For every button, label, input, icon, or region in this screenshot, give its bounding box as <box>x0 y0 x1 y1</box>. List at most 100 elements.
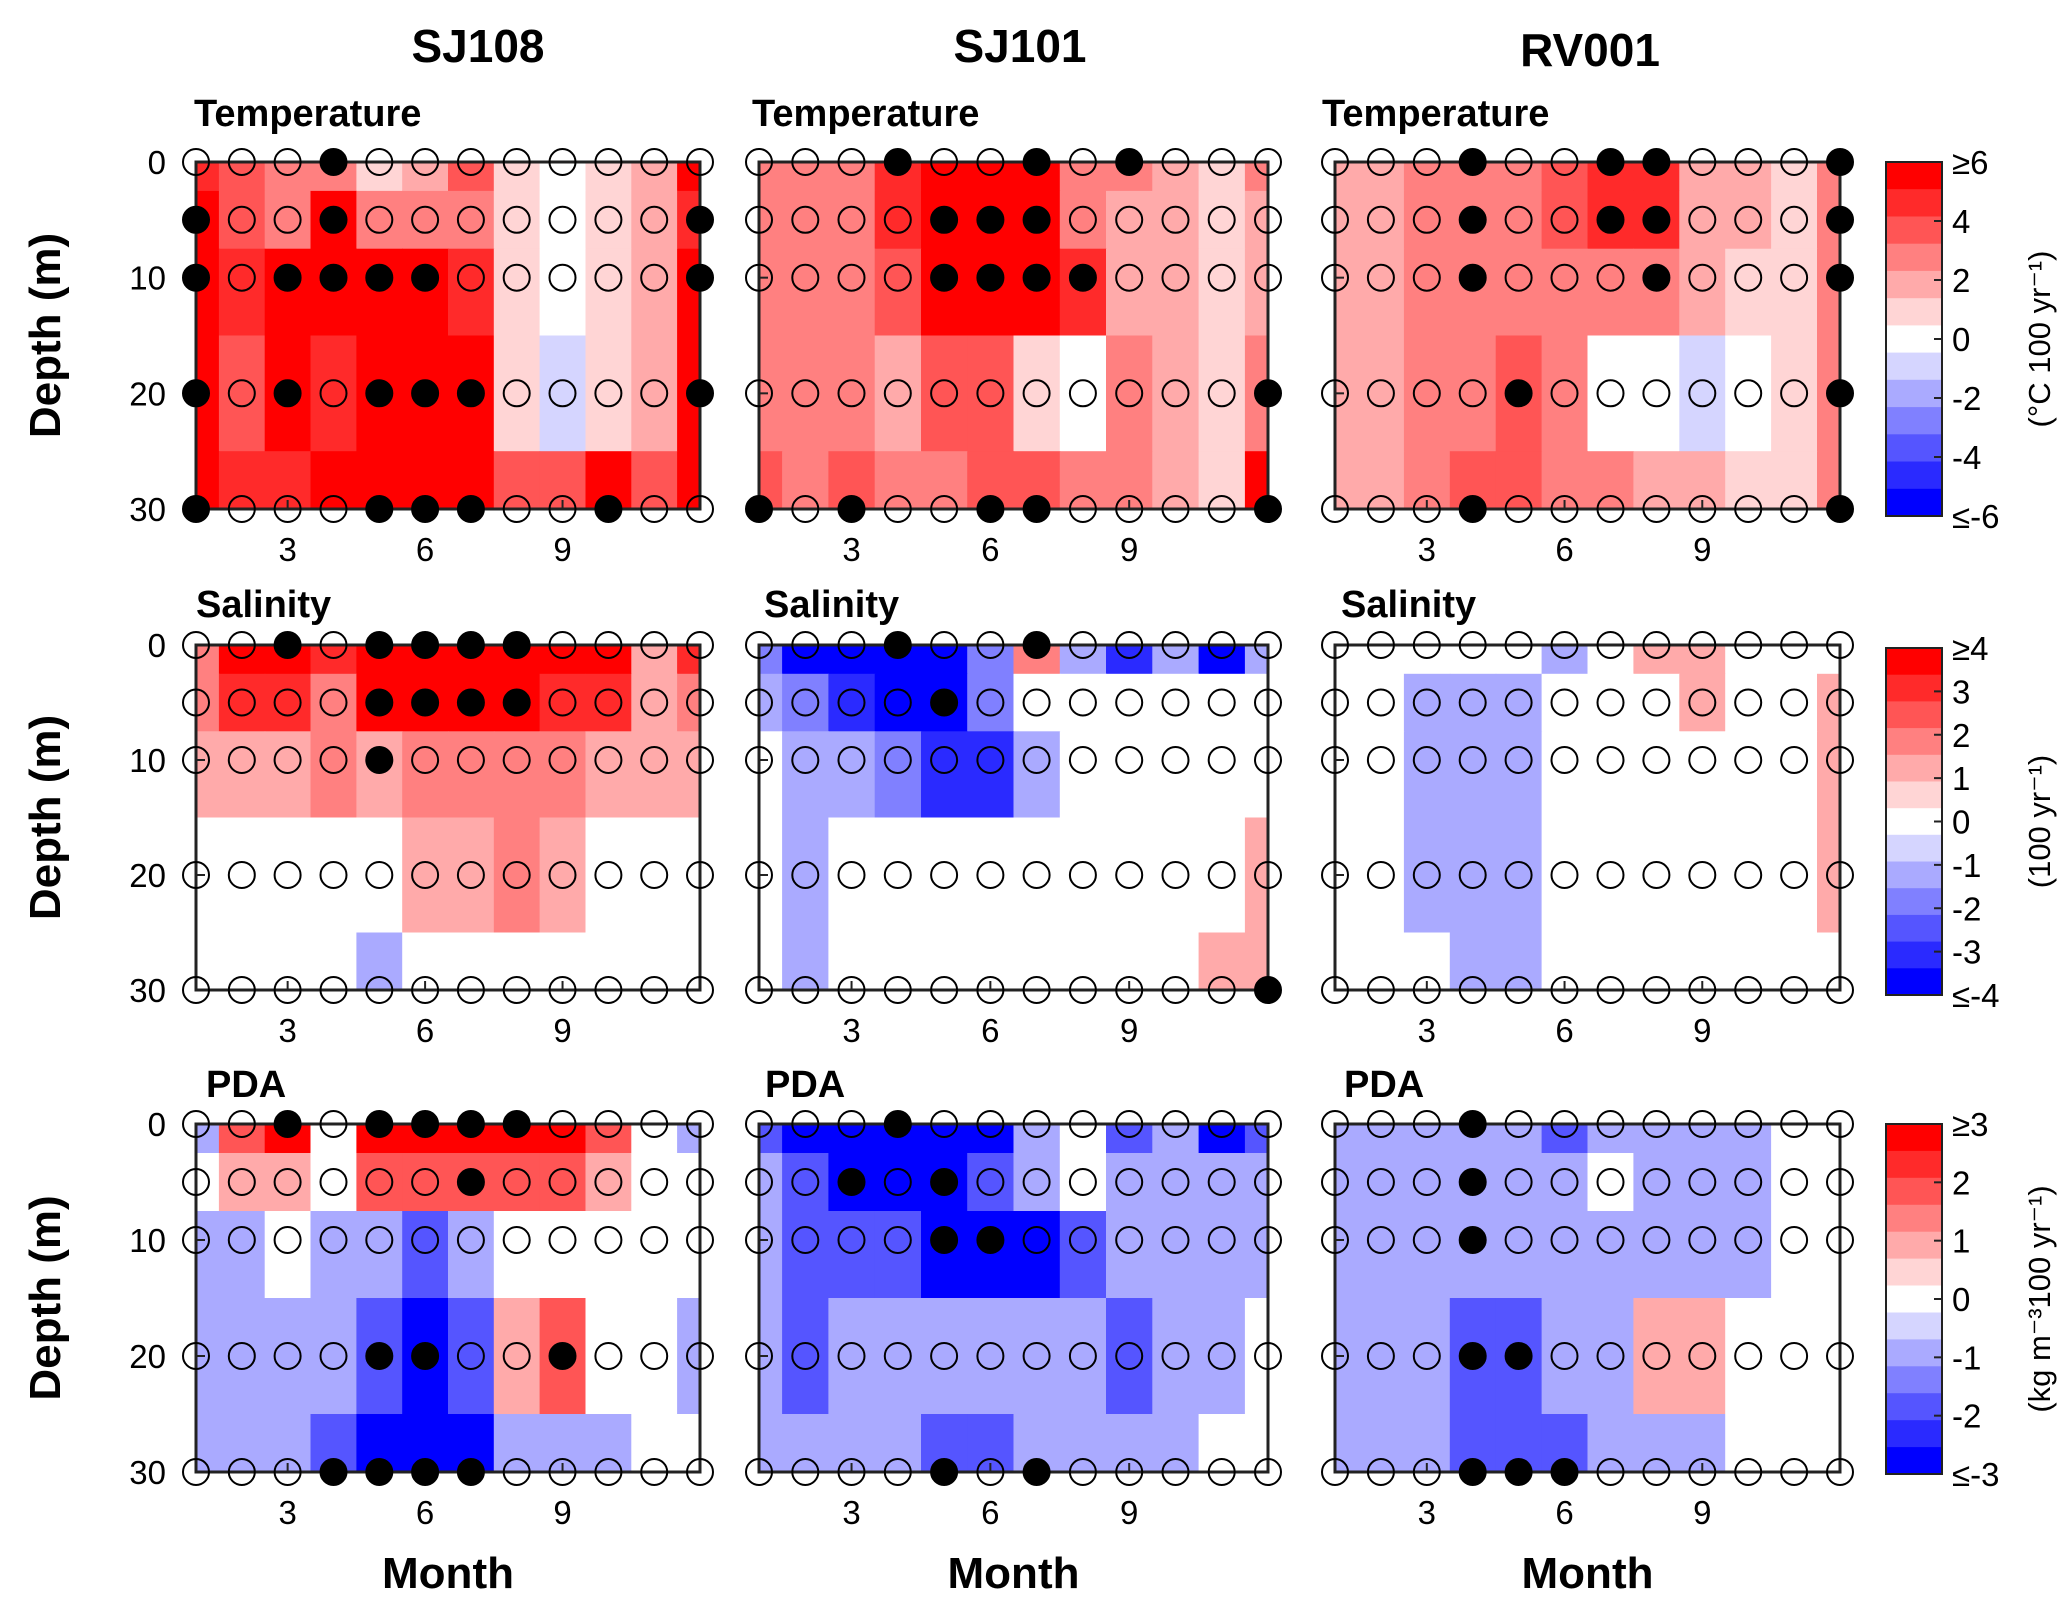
station-marker <box>548 495 577 523</box>
station-marker <box>1207 1110 1236 1138</box>
significant-marker <box>930 263 959 292</box>
station-marker <box>1115 1342 1144 1370</box>
colorbars-group: ≥6 4 2 0 -2 -4 ≤-6 (°C 100 yr⁻¹) ≥4 3 2 1 0 -1 -2 -3 ≤-4… <box>1885 144 2057 1493</box>
heat-cell <box>448 817 495 934</box>
station-marker <box>837 1110 866 1138</box>
significant-marker <box>1254 976 1282 1004</box>
station-marker <box>182 1342 210 1370</box>
station-marker <box>1321 1168 1349 1196</box>
station-marker <box>976 976 1005 1004</box>
heat-cell <box>493 1414 541 1473</box>
station-marker <box>686 495 714 523</box>
colorbar-segment <box>1886 888 1942 916</box>
significant-marker <box>365 688 394 717</box>
significant-marker <box>1458 1168 1487 1196</box>
heat-cell <box>1358 645 1405 675</box>
heat-cell <box>874 731 922 819</box>
station-marker <box>273 1458 302 1486</box>
significant-marker <box>1826 205 1854 234</box>
station-marker <box>548 263 577 292</box>
heat-cell <box>1403 731 1451 819</box>
heat-cell <box>782 1124 829 1154</box>
heat-cell <box>1106 1298 1153 1415</box>
station-marker <box>1780 631 1809 659</box>
station-marker <box>365 205 394 234</box>
x-tick-label: 3 <box>278 1494 296 1531</box>
station-marker <box>182 1458 210 1486</box>
station-marker <box>411 148 440 176</box>
station-marker <box>273 861 302 889</box>
heat-cell <box>1587 1298 1634 1415</box>
station-marker <box>227 1168 256 1196</box>
significant-marker <box>1022 495 1051 523</box>
colorbar-segment <box>1886 379 1942 408</box>
heat-cell <box>539 190 586 250</box>
station-marker <box>502 976 531 1004</box>
heat-cell <box>677 1298 701 1415</box>
heat-cell <box>874 932 922 991</box>
heat-cell <box>631 932 678 991</box>
station-marker <box>594 379 623 408</box>
station-marker <box>1161 1110 1190 1138</box>
x-axis-label: Month <box>948 1549 1080 1598</box>
significant-marker <box>1254 495 1282 523</box>
heat-cell <box>1335 451 1359 510</box>
heat-cell <box>967 645 1015 675</box>
heat-cell <box>1587 932 1634 991</box>
heat-cell <box>1198 335 1246 452</box>
station-marker <box>1161 861 1190 889</box>
station-marker <box>1022 1226 1051 1254</box>
station-marker <box>1642 631 1671 659</box>
heat-cell <box>1244 932 1269 991</box>
heat-cell <box>264 1211 312 1299</box>
x-axis-label: Month <box>1522 1549 1654 1598</box>
heat-cell <box>1152 248 1200 337</box>
heat-cell <box>493 1298 541 1415</box>
station-marker <box>1734 688 1763 717</box>
heat-cell <box>759 731 783 819</box>
heat-cell <box>264 731 312 819</box>
station-marker <box>837 1226 866 1254</box>
station-marker <box>1780 495 1809 523</box>
colorbar-tick-label: ≤-3 <box>1952 1456 1999 1493</box>
heat-cell <box>1244 731 1269 819</box>
significant-marker <box>1642 148 1671 176</box>
heat-cell <box>782 335 829 452</box>
heat-cell <box>310 645 357 675</box>
station-marker <box>1504 495 1533 523</box>
station-marker <box>1780 379 1809 408</box>
x-tick-label: 6 <box>1555 1012 1573 1049</box>
significant-marker <box>411 379 440 408</box>
heat-cell <box>1817 1414 1841 1473</box>
station-marker <box>1550 688 1579 717</box>
significant-marker <box>930 1226 959 1254</box>
significant-marker <box>411 1458 440 1486</box>
heat-cell <box>1495 248 1543 337</box>
heat-cell <box>264 190 312 250</box>
station-marker <box>594 1458 623 1486</box>
station-marker <box>1688 205 1717 234</box>
significant-marker <box>182 263 210 292</box>
heat-cell <box>677 1153 701 1212</box>
heat-cell <box>874 817 922 934</box>
station-marker <box>1321 148 1349 176</box>
heat-cell <box>1059 673 1107 732</box>
heat-cell <box>310 932 357 991</box>
station-marker <box>1826 1342 1854 1370</box>
heat-cell <box>448 932 495 991</box>
heat-cell <box>1449 817 1497 934</box>
station-marker <box>365 148 394 176</box>
x-tick-label: 9 <box>1120 531 1138 568</box>
heat-cell <box>1152 162 1200 192</box>
heat-cell <box>196 162 220 192</box>
significant-marker <box>1642 205 1671 234</box>
x-tick-label: 6 <box>981 1494 999 1531</box>
station-marker <box>227 1342 256 1370</box>
station-marker <box>1115 1458 1144 1486</box>
heat-cell <box>677 1414 701 1473</box>
heat-cell <box>1152 451 1200 510</box>
heat-cell <box>1771 1414 1818 1473</box>
heat-cell <box>1771 335 1818 452</box>
heat-cell <box>1449 248 1497 337</box>
significant-marker <box>1826 495 1854 523</box>
